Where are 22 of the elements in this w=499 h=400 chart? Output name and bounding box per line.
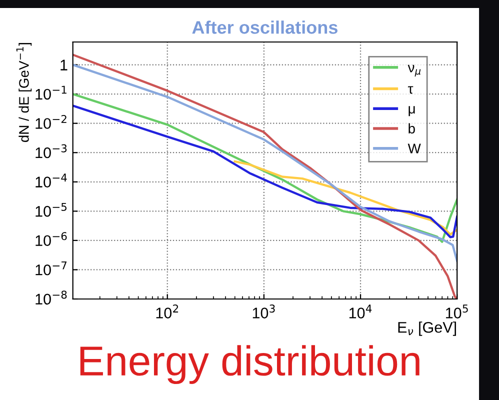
legend-label: τ — [408, 86, 414, 94]
x-axis-title: E$_{ν}$ [GeV] — [398, 322, 456, 336]
y-axis-title: dN / dE [GeV$^{−1}$] — [16, 43, 32, 142]
x-tick-label: 10$^{5}$ — [446, 304, 468, 318]
legend-label: W — [408, 144, 421, 154]
y-tick-label: 10$^{−7}$ — [36, 262, 67, 276]
y-tick-label: 10$^{−4}$ — [36, 174, 67, 188]
text: Energy distribution — [80, 345, 420, 384]
x-tick-label: 10$^{2}$ — [156, 304, 178, 318]
legend-label: μ — [408, 106, 415, 116]
x-tick-label: 10$^{3}$ — [252, 304, 275, 318]
x-tick-label: 10$^{4}$ — [349, 304, 372, 318]
chart-title: After oscillations — [192, 20, 338, 34]
y-tick-label: 10$^{−3}$ — [36, 144, 67, 158]
y-tick-label: 10$^{−6}$ — [36, 232, 67, 246]
y-tick-label: 10$^{−5}$ — [36, 202, 67, 217]
y-tick-label: 10$^{−2}$ — [36, 114, 66, 129]
legend-label: b — [408, 123, 415, 134]
y-tick-label: 10$^{−8}$ — [36, 290, 67, 305]
legend-label: ν$_{μ}$ — [408, 64, 421, 77]
y-tick-label: 10$^{−1}$ — [36, 86, 66, 100]
y-tick-label: 1 — [60, 60, 68, 70]
